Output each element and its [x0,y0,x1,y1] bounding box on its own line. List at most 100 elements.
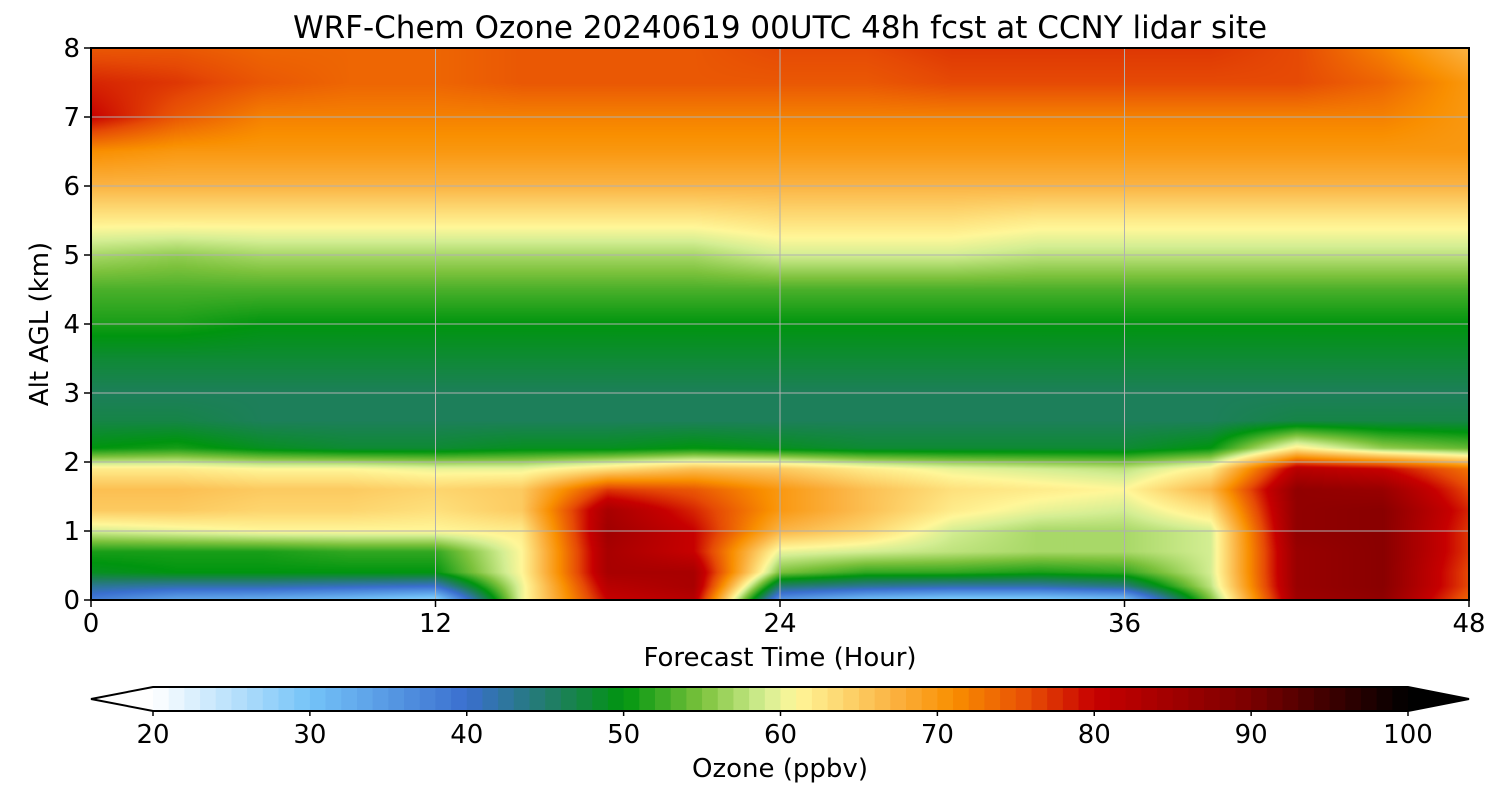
colorbar-segment [874,687,891,711]
colorbar-segment [1376,687,1393,711]
colorbar-segment [513,687,531,711]
colorbar-segment [482,687,499,711]
colorbar-tick-label: 90 [1235,720,1268,750]
y-axis: 0 1 2 3 4 5 6 7 8 [63,34,91,616]
colorbar-segment [1125,687,1142,711]
colorbar-label: Ozone (ppbv) [692,754,868,784]
colorbar-segment [1204,687,1221,711]
colorbar-segment [1141,687,1158,711]
colorbar-segment [764,687,782,711]
colorbar-segment [1266,687,1284,711]
x-tick-label: 12 [419,609,452,639]
colorbar-segment [325,687,342,711]
colorbar-segment [1000,687,1017,711]
colorbar-segment [576,687,593,711]
colorbar-segment [749,687,766,711]
colorbar-tick-label: 100 [1383,720,1433,750]
chart-title: WRF-Chem Ozone 20240619 00UTC 48h fcst a… [293,10,1267,46]
colorbar-segment [623,687,640,711]
colorbar-segment [1392,687,1409,711]
x-axis-label: Forecast Time (Hour) [643,643,916,673]
colorbar: 20 30 40 50 60 70 80 90 100 [90,686,1470,750]
colorbar-tick-label: 20 [136,720,169,750]
colorbar-segment [592,687,609,711]
colorbar-segment [1329,687,1346,711]
colorbar-segment [984,687,1001,711]
colorbar-segment [655,687,672,711]
colorbar-segment [717,687,735,711]
colorbar-segment [1078,687,1095,711]
colorbar-segment [372,687,389,711]
colorbar-segment [560,687,578,711]
colorbar-segment [356,687,374,711]
colorbar-segment [968,687,986,711]
colorbar-segment [294,687,311,711]
colorbar-segment [215,687,233,711]
colorbar-segment [1015,687,1033,711]
x-tick-label: 24 [763,609,796,639]
colorbar-segment [341,687,358,711]
colorbar-segment [811,687,829,711]
colorbar-segment [1282,687,1299,711]
colorbar-segment [435,687,452,711]
colorbar-extend-high [1408,687,1469,711]
colorbar-segment [953,687,970,711]
colorbar-segment [702,687,719,711]
colorbar-segment [309,687,327,711]
colorbar-segment [670,687,687,711]
colorbar-segment [1031,687,1048,711]
x-axis: 0 12 24 36 48 [83,600,1486,639]
colorbar-segment [1345,687,1362,711]
colorbar-segment [686,687,703,711]
colorbar-segment [906,687,923,711]
colorbar-segment [184,687,201,711]
colorbar-segment [843,687,860,711]
colorbar-segment [639,687,656,711]
colorbar-segment [1298,687,1315,711]
colorbar-segment [200,687,217,711]
colorbar-segment [466,687,484,711]
colorbar-segment [529,687,546,711]
colorbar-segment [153,687,170,711]
colorbar-segment [1219,687,1237,711]
y-tick-label: 3 [63,379,80,409]
y-tick-label: 1 [63,517,80,547]
colorbar-segment [278,687,295,711]
colorbar-segment [247,687,264,711]
colorbar-segment [419,687,436,711]
y-tick-label: 0 [63,586,80,616]
colorbar-segment [1313,687,1331,711]
x-tick-label: 36 [1108,609,1141,639]
colorbar-segment [827,687,844,711]
colorbar-tick-label: 60 [764,720,797,750]
colorbar-segment [262,687,280,711]
x-tick-label: 0 [83,609,100,639]
y-tick-label: 8 [63,34,80,64]
colorbar-segment [1094,687,1111,711]
y-tick-label: 2 [63,448,80,478]
colorbar-segment [451,687,468,711]
colorbar-segment [498,687,515,711]
colorbar-segment [404,687,421,711]
colorbar-segment [796,687,813,711]
colorbar-segment [890,687,907,711]
colorbar-segment [1360,687,1378,711]
colorbar-segment [1172,687,1189,711]
colorbar-segment [607,687,625,711]
y-axis-label: Alt AGL (km) [25,242,55,406]
colorbar-segment [1188,687,1205,711]
colorbar-segment [1047,687,1064,711]
y-tick-label: 5 [63,241,80,271]
colorbar-segment [231,687,248,711]
colorbar-segment [1109,687,1127,711]
y-tick-label: 4 [63,310,80,340]
colorbar-segment [1062,687,1080,711]
colorbar-tick-label: 30 [293,720,326,750]
colorbar-segment [780,687,797,711]
colorbar-segment [388,687,405,711]
colorbar-segment [733,687,750,711]
colorbar-tick-label: 80 [1078,720,1111,750]
colorbar-segment [1251,687,1268,711]
colorbar-segment [1235,687,1252,711]
